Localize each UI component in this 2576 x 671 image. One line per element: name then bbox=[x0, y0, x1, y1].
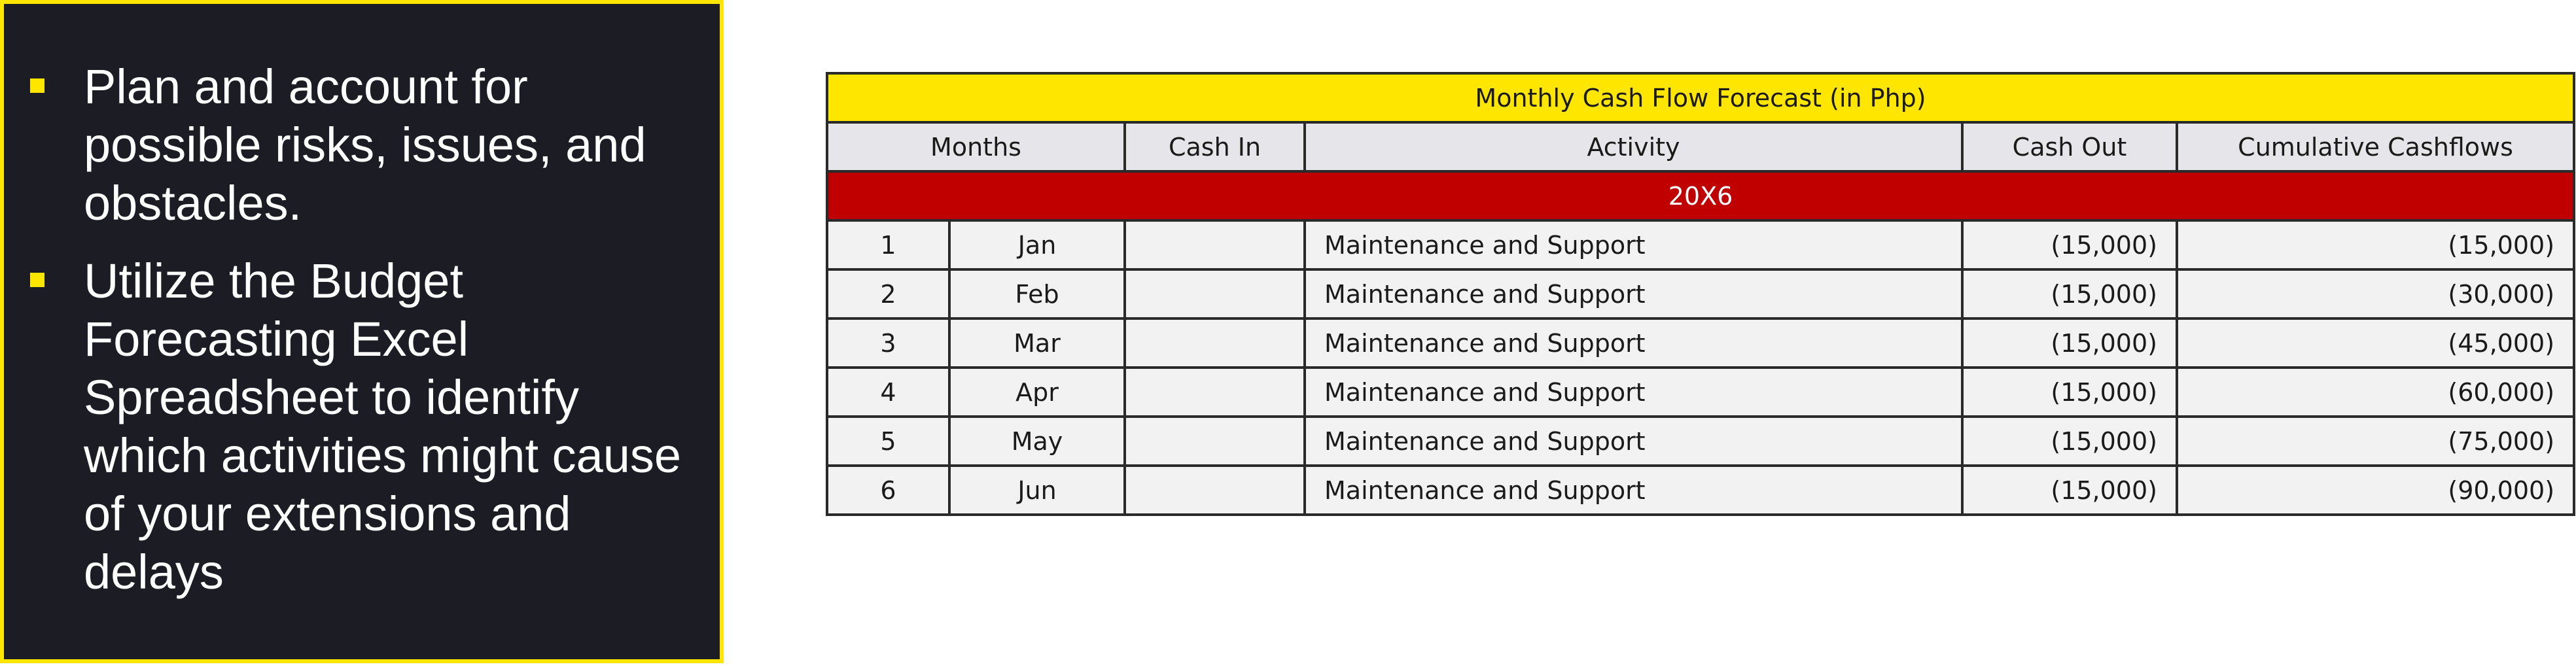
row-number: 2 bbox=[826, 268, 951, 320]
row-activity: Maintenance and Support bbox=[1303, 219, 1964, 271]
row-month: Mar bbox=[948, 317, 1126, 369]
table-row: 4 Apr Maintenance and Support (15,000) (… bbox=[826, 366, 2576, 418]
row-cash-out: (15,000) bbox=[1961, 366, 2178, 418]
row-cumulative: (30,000) bbox=[2175, 268, 2576, 320]
row-activity: Maintenance and Support bbox=[1303, 415, 1964, 467]
bullet-item: Plan and account for possible risks, iss… bbox=[30, 58, 700, 232]
row-month: Jan bbox=[948, 219, 1126, 271]
row-activity: Maintenance and Support bbox=[1303, 317, 1964, 369]
row-month: Jun bbox=[948, 464, 1126, 516]
header-months: Months bbox=[826, 121, 1126, 173]
row-cash-out: (15,000) bbox=[1961, 464, 2178, 516]
row-number: 4 bbox=[826, 366, 951, 418]
row-cash-in bbox=[1123, 268, 1306, 320]
bullet-text: Plan and account for possible risks, iss… bbox=[84, 60, 646, 230]
row-cash-out: (15,000) bbox=[1961, 268, 2178, 320]
bullet-item: Utilize the Budget Forecasting Excel Spr… bbox=[30, 252, 700, 601]
header-cash-in: Cash In bbox=[1123, 121, 1306, 173]
row-month: Apr bbox=[948, 366, 1126, 418]
table-row: 6 Jun Maintenance and Support (15,000) (… bbox=[826, 464, 2576, 516]
row-activity: Maintenance and Support bbox=[1303, 268, 1964, 320]
year-band-row: 20X6 bbox=[825, 170, 2576, 222]
table-title-row: Monthly Cash Flow Forecast (in Php) bbox=[825, 72, 2576, 124]
row-cash-in bbox=[1123, 366, 1306, 418]
table-row: 2 Feb Maintenance and Support (15,000) (… bbox=[826, 268, 2576, 320]
row-cumulative: (15,000) bbox=[2175, 219, 2576, 271]
bullet-panel: Plan and account for possible risks, iss… bbox=[0, 0, 724, 663]
row-cumulative: (60,000) bbox=[2175, 366, 2576, 418]
square-bullet-icon bbox=[30, 78, 44, 93]
table-title: Monthly Cash Flow Forecast (in Php) bbox=[825, 72, 2576, 124]
cash-flow-table: Monthly Cash Flow Forecast (in Php) Mont… bbox=[825, 72, 2576, 516]
row-activity: Maintenance and Support bbox=[1303, 366, 1964, 418]
row-cash-in bbox=[1123, 219, 1306, 271]
bullet-text: Utilize the Budget Forecasting Excel Spr… bbox=[84, 254, 682, 599]
row-number: 6 bbox=[826, 464, 951, 516]
row-month: Feb bbox=[948, 268, 1126, 320]
row-cash-out: (15,000) bbox=[1961, 317, 2178, 369]
year-label: 20X6 bbox=[825, 170, 2576, 222]
square-bullet-icon bbox=[30, 273, 44, 287]
table-header-row: Months Cash In Activity Cash Out Cumulat… bbox=[826, 121, 2576, 173]
header-cash-out: Cash Out bbox=[1961, 121, 2178, 173]
table-row: 3 Mar Maintenance and Support (15,000) (… bbox=[826, 317, 2576, 369]
row-cash-in bbox=[1123, 464, 1306, 516]
row-cumulative: (45,000) bbox=[2175, 317, 2576, 369]
row-cash-out: (15,000) bbox=[1961, 415, 2178, 467]
row-cash-out: (15,000) bbox=[1961, 219, 2178, 271]
row-cumulative: (90,000) bbox=[2175, 464, 2576, 516]
row-cumulative: (75,000) bbox=[2175, 415, 2576, 467]
row-number: 3 bbox=[826, 317, 951, 369]
row-month: May bbox=[948, 415, 1126, 467]
header-activity: Activity bbox=[1303, 121, 1964, 173]
table-row: 5 May Maintenance and Support (15,000) (… bbox=[826, 415, 2576, 467]
row-activity: Maintenance and Support bbox=[1303, 464, 1964, 516]
row-number: 5 bbox=[826, 415, 951, 467]
row-cash-in bbox=[1123, 415, 1306, 467]
cash-flow-table-container: Monthly Cash Flow Forecast (in Php) Mont… bbox=[825, 72, 2576, 516]
row-number: 1 bbox=[826, 219, 951, 271]
header-cumulative: Cumulative Cashflows bbox=[2175, 121, 2576, 173]
row-cash-in bbox=[1123, 317, 1306, 369]
table-row: 1 Jan Maintenance and Support (15,000) (… bbox=[826, 219, 2576, 271]
